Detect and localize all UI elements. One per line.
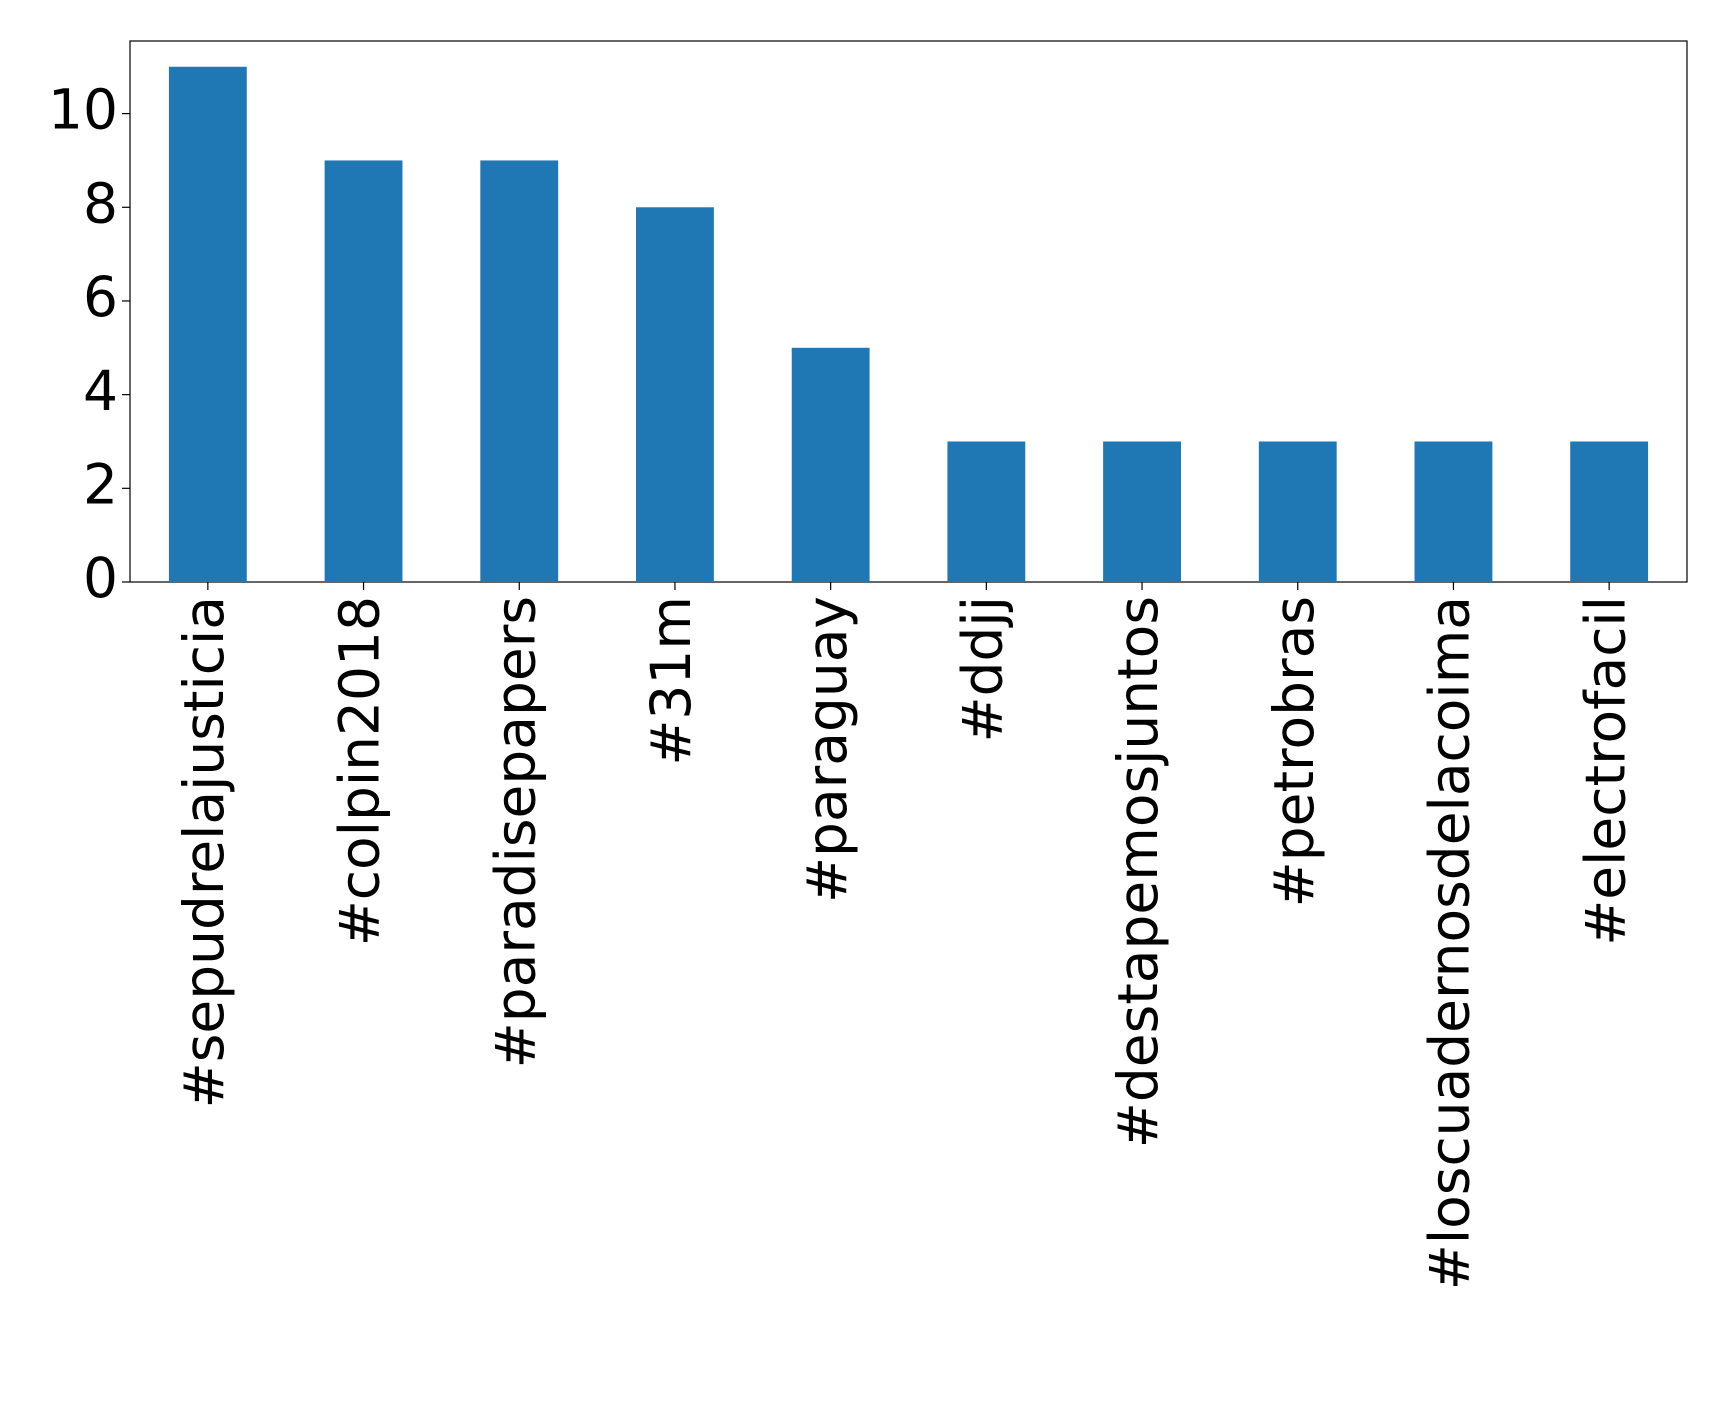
x-tick-label: #31m: [639, 596, 703, 766]
plot-frame: [129, 40, 1688, 583]
bar: [1570, 441, 1649, 582]
x-tick-label: #sepudrelajusticia: [172, 596, 236, 1108]
bar: [1258, 441, 1337, 582]
bar: [791, 347, 870, 582]
bar: [636, 207, 714, 583]
x-tick-label: #paradisepapers: [483, 596, 547, 1068]
x-tick-label: #destapemosjuntos: [1106, 596, 1170, 1148]
y-tick-label: 10: [48, 78, 118, 142]
y-tick-label: 2: [83, 452, 118, 516]
bar: [1103, 441, 1181, 582]
bar: [480, 160, 559, 582]
x-tick-label: #electrofacil: [1573, 596, 1637, 946]
y-tick-label: 0: [83, 546, 118, 610]
x-tick-label: #paraguay: [795, 596, 859, 903]
bar: [1414, 441, 1493, 582]
bar: [947, 441, 1026, 582]
x-tick-label: #colpin2018: [328, 596, 392, 946]
y-tick-label: 6: [83, 265, 118, 329]
x-tick-label: #loscuadernosdelacoima: [1418, 596, 1482, 1290]
x-tick-label: #petrobras: [1262, 596, 1326, 907]
bar: [168, 66, 247, 582]
y-tick-label: 8: [83, 171, 118, 235]
bar: [324, 160, 403, 582]
y-tick-label: 4: [83, 359, 118, 423]
x-tick-label: #ddjj: [950, 596, 1014, 742]
